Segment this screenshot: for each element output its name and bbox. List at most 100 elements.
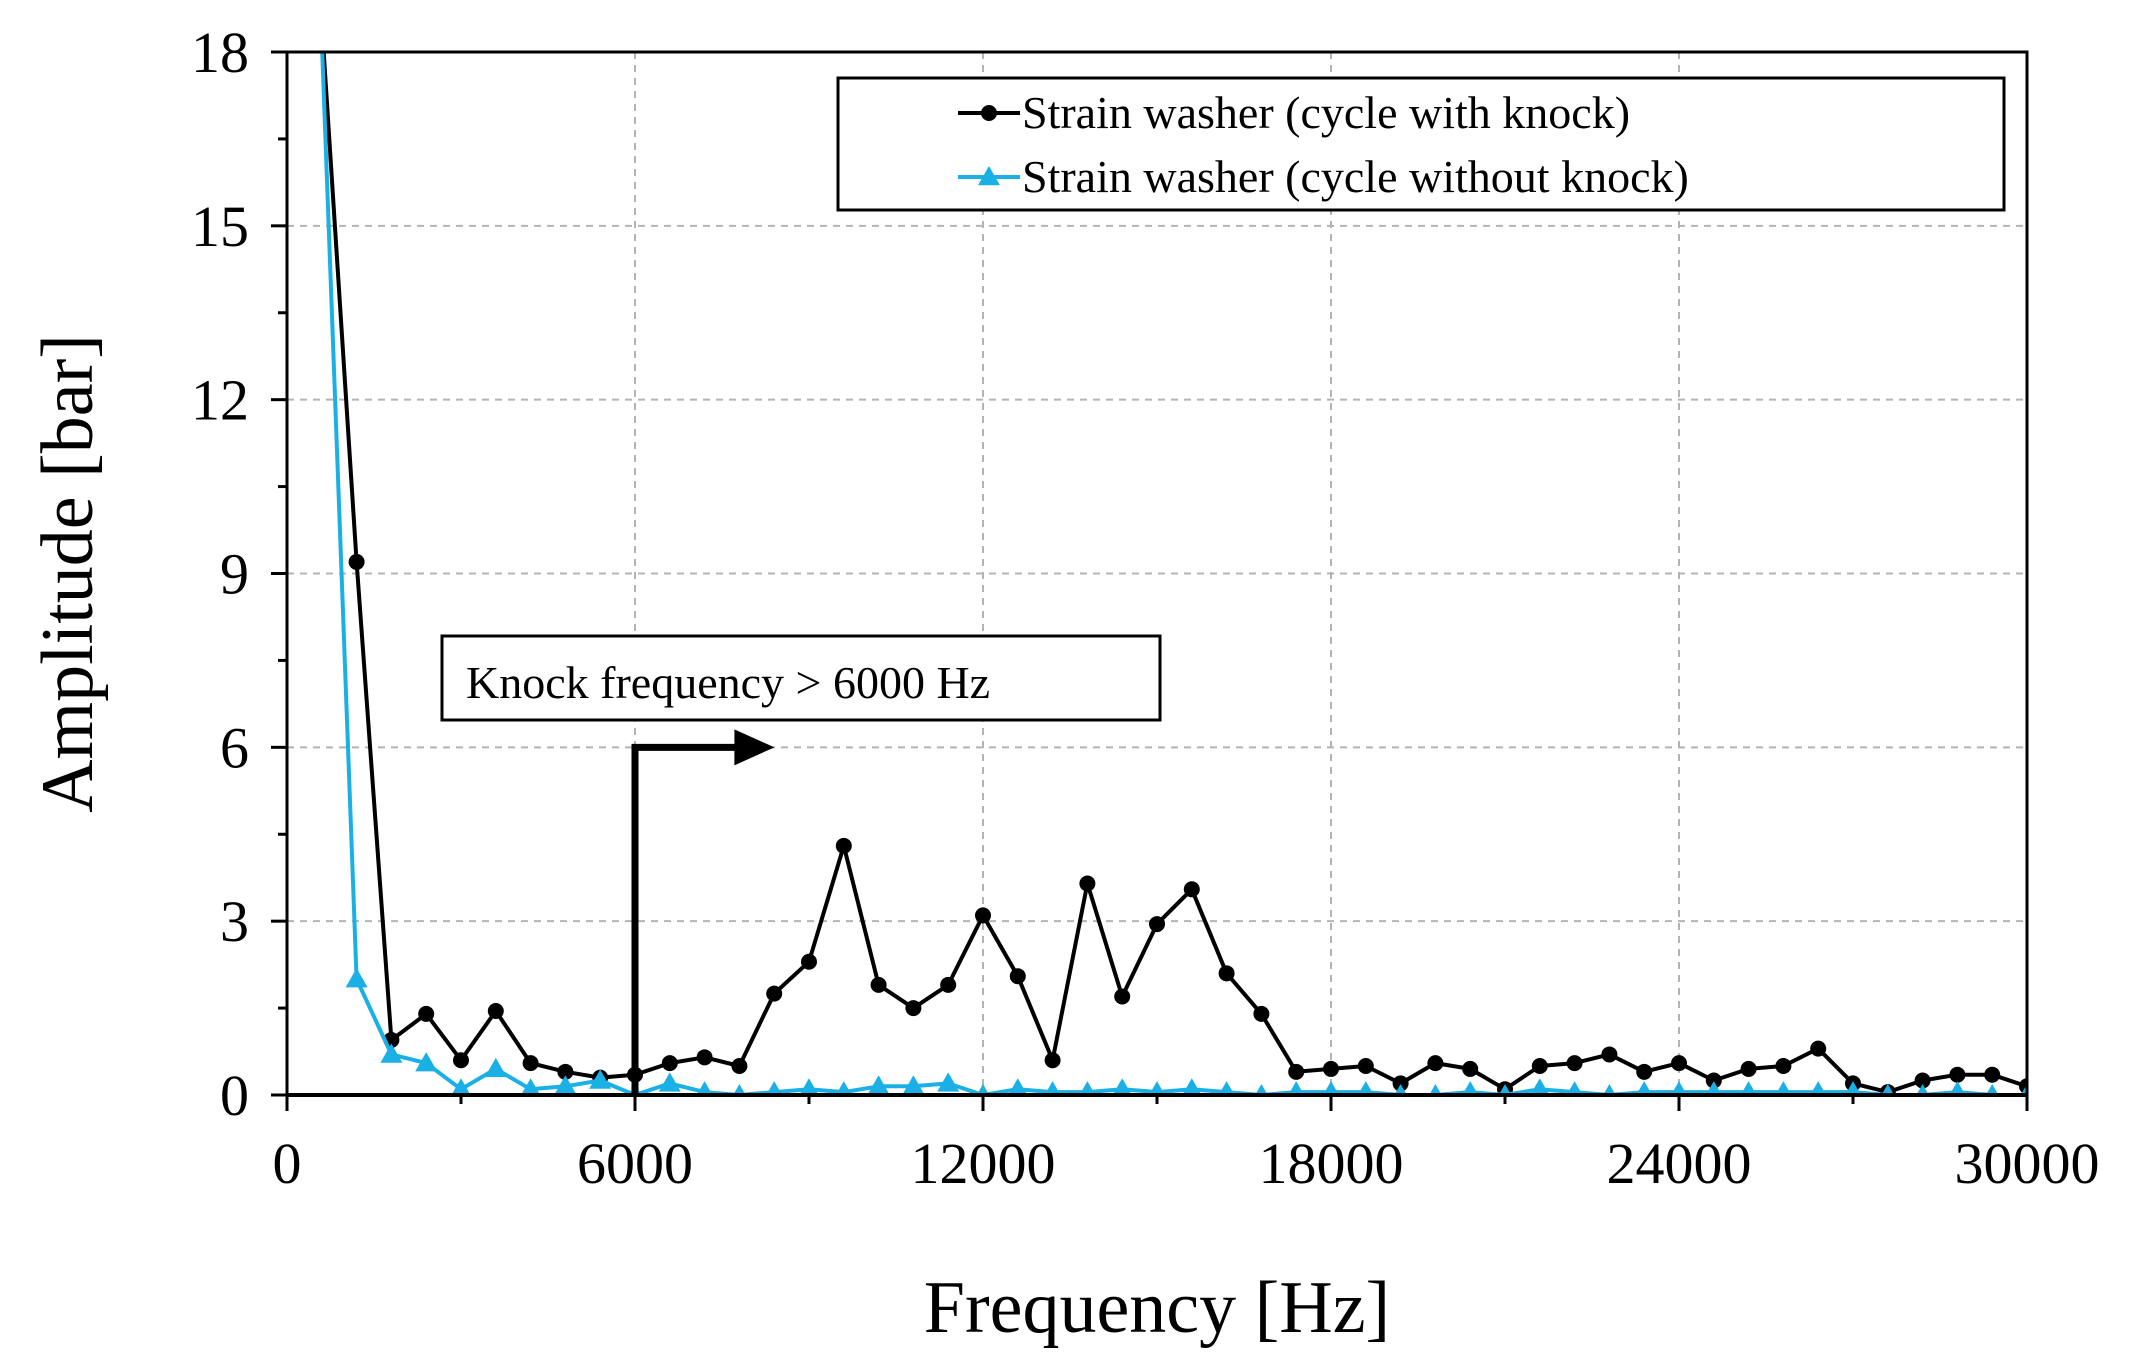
data-point <box>1429 1084 1442 1095</box>
data-point <box>1498 1084 1512 1095</box>
data-point <box>1288 1063 1305 1080</box>
data-point <box>1881 1084 1895 1095</box>
data-point <box>696 1049 713 1066</box>
data-point <box>1601 1046 1618 1063</box>
x-tick-label: 6000 <box>577 1131 693 1196</box>
data-point <box>1008 1078 1028 1095</box>
data-point <box>418 1005 435 1022</box>
x-tick-label: 30000 <box>1955 1131 2100 1196</box>
data-point <box>1255 1084 1268 1095</box>
data-point <box>1949 1081 1966 1095</box>
data-point <box>1740 1081 1757 1095</box>
data-point <box>589 1069 612 1089</box>
data-point <box>1218 1081 1235 1095</box>
data-point <box>1357 1081 1374 1095</box>
data-point <box>975 907 991 924</box>
data-point <box>1671 1055 1687 1072</box>
data-point <box>1392 1075 1409 1092</box>
knock-frequency-annotation: Knock frequency > 6000 Hz <box>440 634 1162 1095</box>
data-point <box>1427 1055 1444 1072</box>
data-point <box>766 1081 783 1095</box>
data-point <box>1183 881 1200 898</box>
y-tick-label: 0 <box>220 1063 249 1128</box>
data-point <box>1112 1078 1132 1095</box>
data-point <box>1218 965 1235 982</box>
data-point <box>905 1000 922 1017</box>
data-point <box>1323 1081 1339 1095</box>
legend-marker <box>978 166 1000 186</box>
y-tick-label: 9 <box>220 542 249 607</box>
data-point <box>976 1084 990 1095</box>
data-point <box>801 953 817 970</box>
data-point <box>1566 1081 1583 1095</box>
data-point <box>453 1052 469 1069</box>
data-point <box>1845 1081 1861 1095</box>
data-point <box>522 1055 539 1072</box>
data-point <box>451 1078 471 1095</box>
y-axis-title: Amplitude [bar] <box>27 334 109 813</box>
data-point <box>1985 1084 1999 1095</box>
annotation-arrow <box>631 743 739 1095</box>
data-point <box>1394 1084 1407 1095</box>
data-point <box>1914 1072 1931 1089</box>
data-point <box>835 1081 852 1095</box>
legend-marker <box>981 105 997 121</box>
data-point <box>1636 1081 1653 1095</box>
tick-labels: 0 3 6 9 12 15 18 0 6000 12000 18000 24000 30000 <box>191 20 2100 1196</box>
y-tick-label: 18 <box>191 20 249 85</box>
data-point <box>733 1084 746 1095</box>
series-1 <box>314 15 2027 1095</box>
data-point <box>835 837 852 854</box>
annotation-arrowhead <box>734 729 775 766</box>
data-point <box>345 968 368 988</box>
y-tick-label: 15 <box>191 194 249 259</box>
data-point <box>1671 1081 1687 1095</box>
data-point <box>1357 1058 1374 1075</box>
data-point <box>799 1078 819 1095</box>
x-tick-label: 12000 <box>911 1131 1056 1196</box>
y-tick-label: 6 <box>220 715 249 780</box>
data-point <box>1531 1058 1548 1075</box>
data-point <box>1810 1081 1827 1095</box>
data-point <box>1566 1055 1583 1072</box>
data-point <box>1288 1081 1305 1095</box>
data-point <box>314 15 330 31</box>
data-point <box>696 1081 713 1095</box>
data-point <box>1182 1078 1202 1095</box>
annotation-box <box>440 634 1162 722</box>
data-point <box>1462 1081 1479 1095</box>
data-point <box>487 1002 504 1019</box>
data-point <box>2020 1084 2027 1095</box>
x-tick-label: 0 <box>273 1131 302 1196</box>
data-point <box>1916 1084 1929 1095</box>
data-point <box>766 985 783 1002</box>
data-point <box>1705 1072 1722 1089</box>
data-point <box>731 1058 748 1075</box>
y-tick-label: 12 <box>191 368 249 433</box>
data-point <box>902 1075 925 1095</box>
x-tick-label: 18000 <box>1259 1131 1404 1196</box>
data-point <box>1149 916 1165 933</box>
legend-label: Strain washer (cycle with knock) <box>1022 87 1630 138</box>
data-point <box>1009 968 1026 985</box>
data-point <box>557 1063 574 1080</box>
legend-box <box>836 76 2006 212</box>
data-point <box>415 1052 438 1072</box>
x-tick-label: 24000 <box>1607 1131 1752 1196</box>
data-point <box>1530 1078 1550 1095</box>
data-point <box>1775 1081 1792 1095</box>
legend-label: Strain washer (cycle without knock) <box>1022 151 1689 202</box>
axes <box>271 50 2029 1111</box>
data-point <box>870 976 887 993</box>
grid-lines <box>287 52 2027 1095</box>
data-point <box>1949 1066 1966 1083</box>
data-point <box>661 1055 678 1072</box>
data-point <box>1044 1081 1061 1095</box>
data-point <box>1705 1081 1722 1095</box>
data-point <box>521 1078 541 1095</box>
legend-item-1: Strain washer (cycle with knock) <box>958 87 1630 138</box>
data-point <box>940 976 957 993</box>
data-point <box>1984 1066 2001 1083</box>
data-point <box>658 1072 681 1092</box>
